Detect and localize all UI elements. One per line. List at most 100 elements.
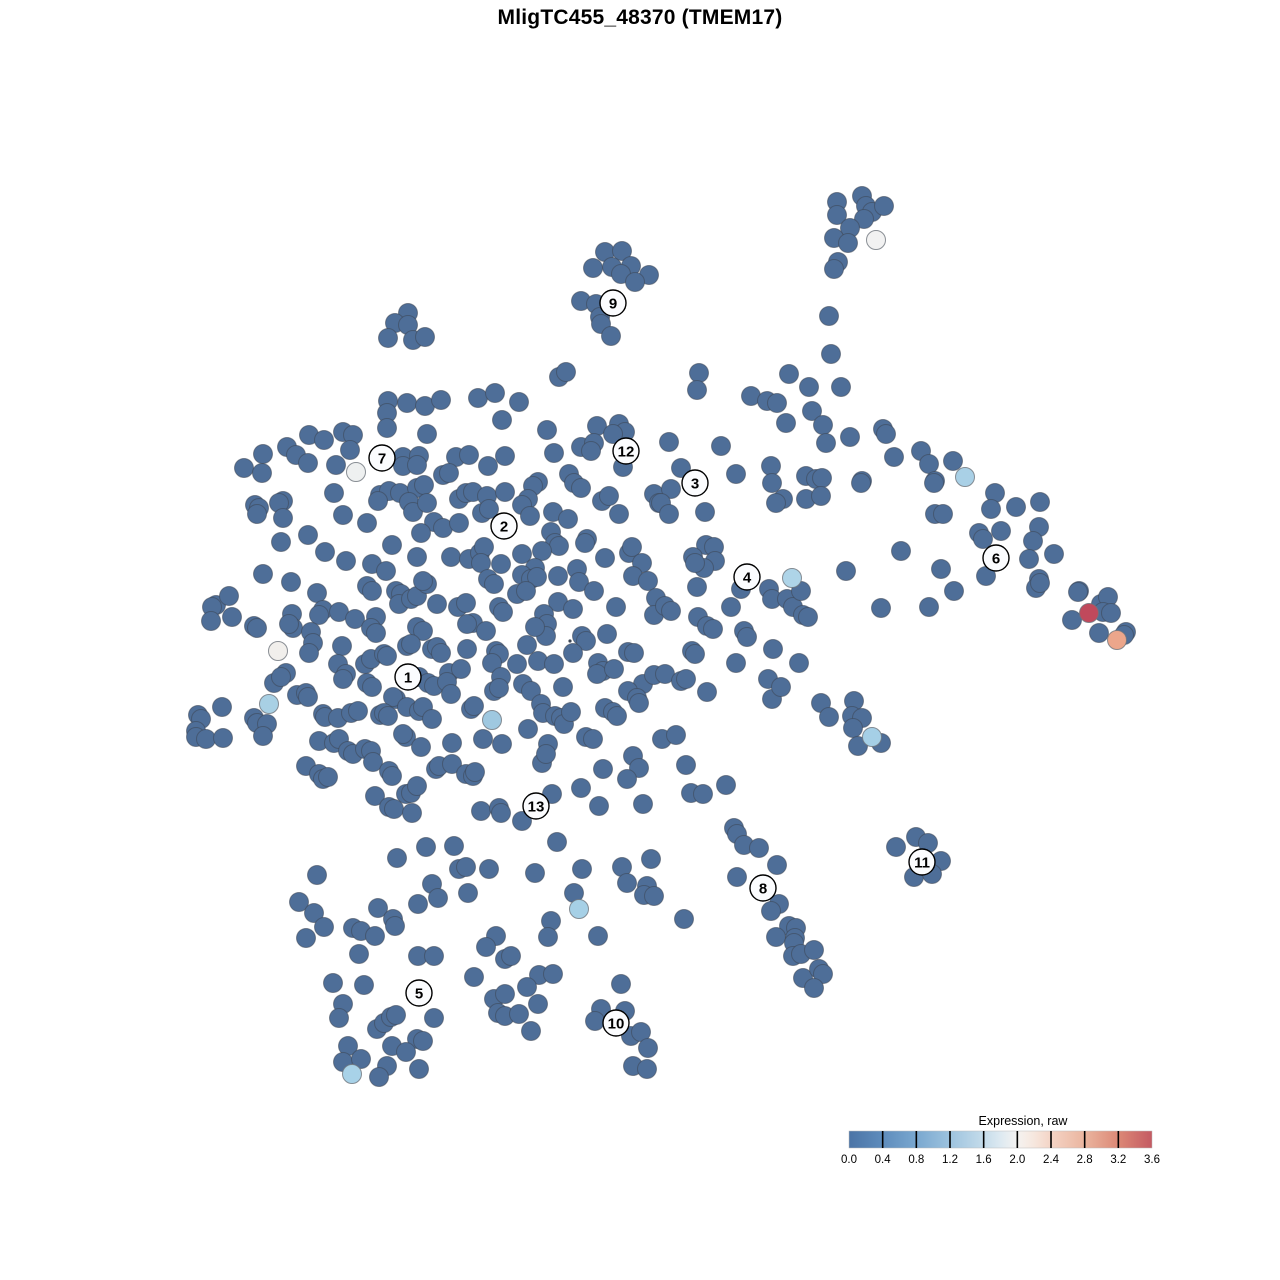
- data-point: [492, 410, 512, 430]
- page-title: MligTC455_48370 (TMEM17): [497, 6, 783, 29]
- data-point: [309, 605, 329, 625]
- data-point: [811, 486, 831, 506]
- data-point: [638, 571, 658, 591]
- data-point: [298, 453, 318, 473]
- data-point: [384, 799, 404, 819]
- data-point: [661, 601, 681, 621]
- data-point-expressing: [862, 727, 882, 747]
- data-point: [323, 973, 343, 993]
- svg-text:13: 13: [528, 799, 545, 816]
- svg-text:2: 2: [500, 519, 508, 536]
- data-point: [484, 574, 504, 594]
- data-point: [247, 504, 267, 524]
- data-point: [271, 667, 291, 687]
- data-point: [693, 784, 713, 804]
- data-point: [479, 859, 499, 879]
- data-point: [583, 729, 603, 749]
- data-point: [417, 493, 437, 513]
- highlight-points-layer: [259, 230, 1127, 1084]
- data-point: [544, 443, 564, 463]
- data-point: [387, 848, 407, 868]
- data-point: [329, 1008, 349, 1028]
- data-point: [299, 643, 319, 663]
- data-point-expressing: [782, 568, 802, 588]
- svg-text:4: 4: [743, 570, 752, 587]
- data-point: [368, 898, 388, 918]
- data-point: [585, 1011, 605, 1031]
- data-point: [569, 572, 589, 592]
- data-point: [365, 926, 385, 946]
- data-point: [279, 614, 299, 634]
- data-point: [382, 766, 402, 786]
- data-point: [441, 547, 461, 567]
- legend-tick-label: 0.0: [841, 1154, 857, 1166]
- data-point: [919, 454, 939, 474]
- data-point: [407, 547, 427, 567]
- data-point: [471, 801, 491, 821]
- data-point: [933, 504, 953, 524]
- data-point: [622, 537, 642, 557]
- data-point: [482, 653, 502, 673]
- data-point-expressing: [482, 710, 502, 730]
- data-point: [377, 418, 397, 438]
- data-point: [324, 483, 344, 503]
- legend-tick-label: 0.8: [908, 1154, 924, 1166]
- data-point: [629, 693, 649, 713]
- data-point: [851, 473, 871, 493]
- data-point: [827, 205, 847, 225]
- data-point: [196, 729, 216, 749]
- data-point: [538, 927, 558, 947]
- data-point: [333, 669, 353, 689]
- data-point: [637, 1059, 657, 1079]
- data-point: [528, 994, 548, 1014]
- data-point: [424, 946, 444, 966]
- data-point-expressing: [346, 462, 366, 482]
- data-point: [685, 644, 705, 664]
- data-point: [397, 393, 417, 413]
- data-point: [473, 729, 493, 749]
- data-point: [517, 635, 537, 655]
- legend-tick-label: 1.6: [976, 1154, 992, 1166]
- data-point: [840, 427, 860, 447]
- data-point: [378, 706, 398, 726]
- data-point: [798, 607, 818, 627]
- data-point: [641, 849, 661, 869]
- data-point: [766, 493, 786, 513]
- data-point: [362, 581, 382, 601]
- data-point: [661, 479, 681, 499]
- data-point: [476, 621, 496, 641]
- data-point: [813, 964, 833, 984]
- data-point: [465, 762, 485, 782]
- data-point: [726, 464, 746, 484]
- data-point: [485, 383, 505, 403]
- data-point: [298, 687, 318, 707]
- data-point: [386, 1005, 406, 1025]
- data-point: [271, 532, 291, 552]
- data-point: [813, 415, 833, 435]
- data-point: [804, 940, 824, 960]
- data-point: [593, 759, 613, 779]
- data-point: [332, 636, 352, 656]
- cluster-label-11: 11: [908, 848, 936, 876]
- data-point: [638, 1038, 658, 1058]
- data-point: [402, 803, 422, 823]
- cluster-label-3: 3: [681, 469, 709, 497]
- data-point: [253, 564, 273, 584]
- data-point: [501, 946, 521, 966]
- data-point: [543, 964, 563, 984]
- legend-tick-label: 3.6: [1144, 1154, 1160, 1166]
- data-point-expressing: [866, 230, 886, 250]
- data-point: [689, 363, 709, 383]
- data-point: [296, 928, 316, 948]
- data-point: [518, 719, 538, 739]
- cluster-label-1: 1: [394, 663, 422, 691]
- data-point: [415, 327, 435, 347]
- data-point: [606, 597, 626, 617]
- data-point: [767, 393, 787, 413]
- data-point-expressing: [259, 694, 279, 714]
- data-point: [403, 502, 423, 522]
- data-point: [333, 505, 353, 525]
- data-point: [848, 736, 868, 756]
- data-point: [363, 752, 383, 772]
- svg-text:6: 6: [992, 551, 1000, 568]
